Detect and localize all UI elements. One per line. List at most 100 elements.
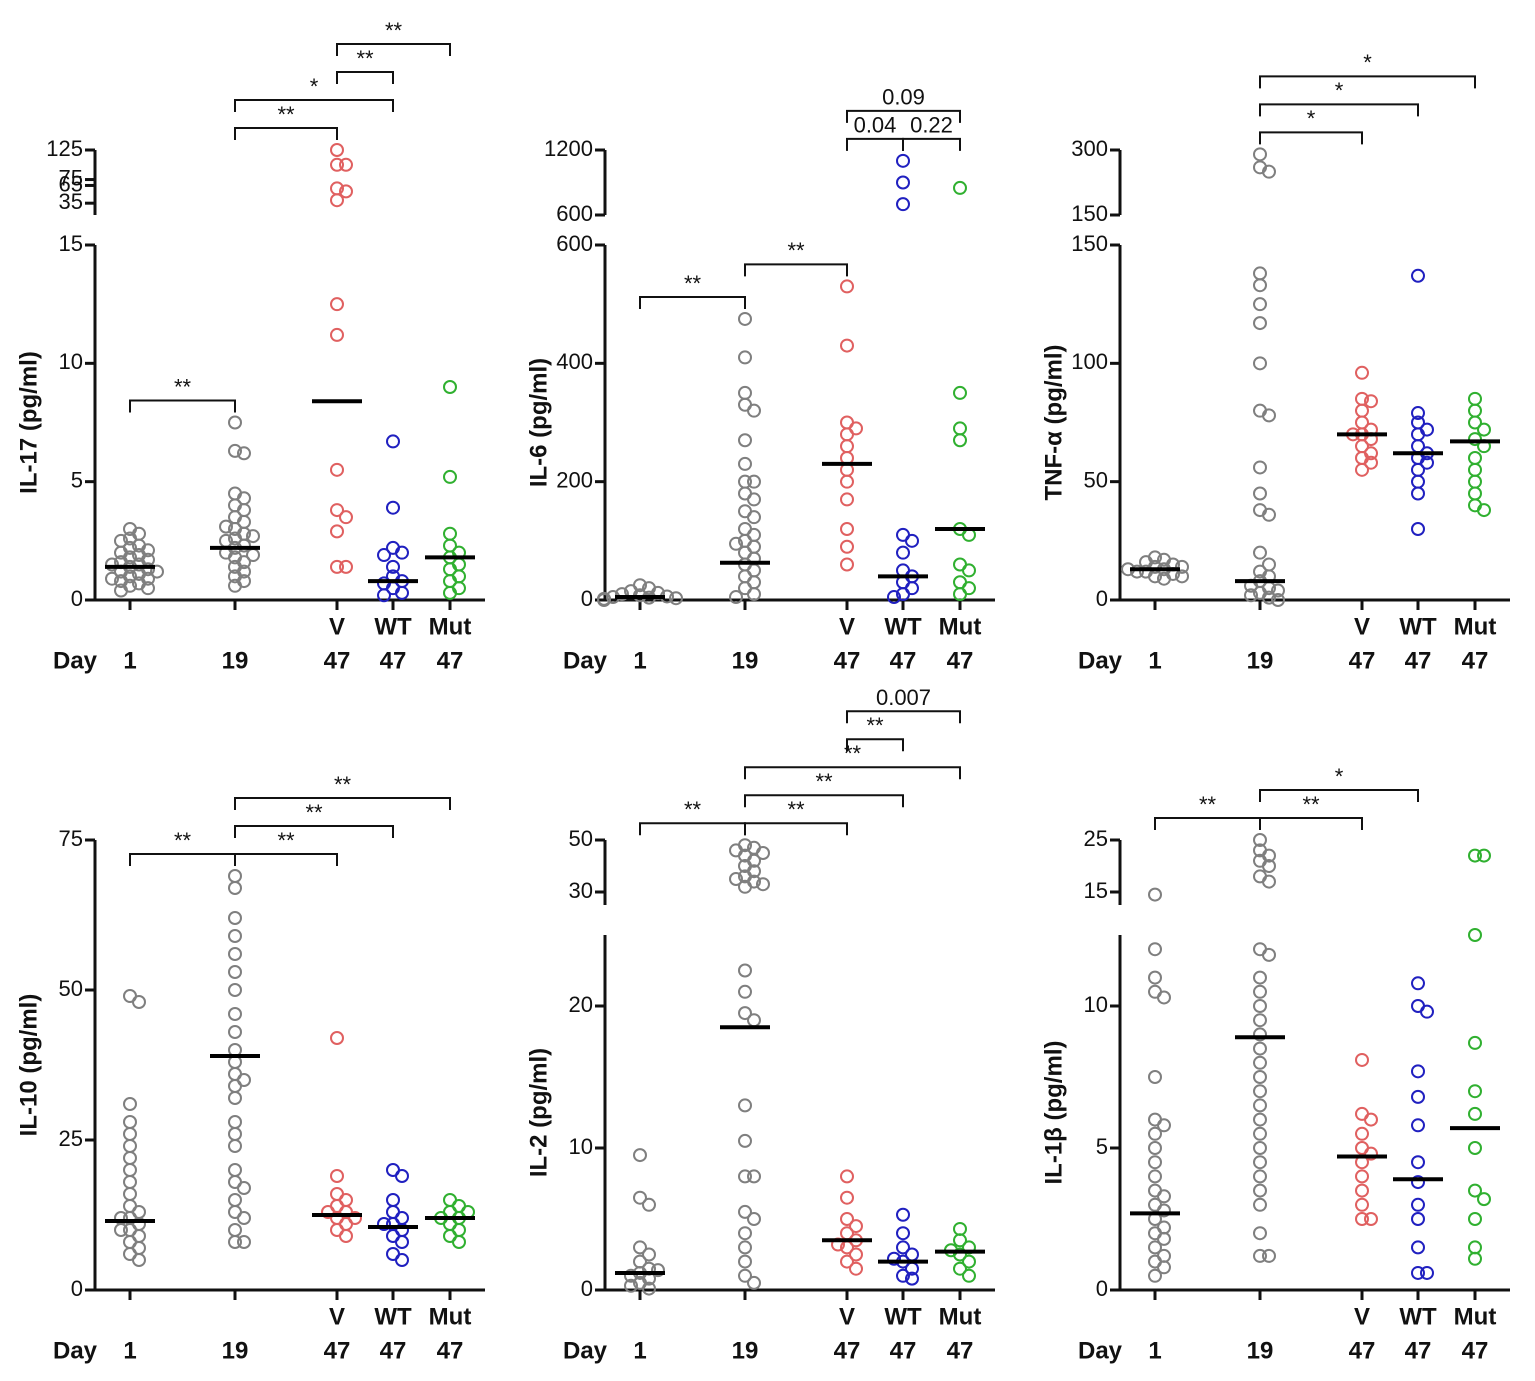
x-tick-label: 1 xyxy=(123,1337,136,1364)
data-point xyxy=(1411,486,1425,501)
group-label: WT xyxy=(374,1303,412,1330)
data-point xyxy=(1364,455,1378,470)
significance-label: ** xyxy=(815,769,833,794)
data-point xyxy=(228,869,242,883)
data-point xyxy=(1477,1192,1491,1207)
data-point xyxy=(905,533,919,548)
data-point xyxy=(962,1268,976,1283)
x-tick-label: 47 xyxy=(947,647,974,674)
data-point xyxy=(132,1253,146,1267)
x-axis-label: Day xyxy=(53,1337,98,1364)
data-point xyxy=(1253,1141,1267,1155)
data-point xyxy=(1411,1089,1425,1104)
data-point xyxy=(1253,297,1267,312)
data-point xyxy=(228,1007,242,1021)
significance-bracket xyxy=(1259,789,1419,802)
data-point xyxy=(228,1235,242,1249)
group-label: WT xyxy=(374,613,412,640)
significance-bracket xyxy=(234,853,338,866)
group-label: WT xyxy=(1399,1303,1437,1330)
x-tick-label: 19 xyxy=(1247,1337,1274,1364)
data-point xyxy=(1364,1212,1378,1226)
data-point xyxy=(395,585,409,600)
data-point xyxy=(1468,1183,1482,1198)
data-point xyxy=(228,1193,242,1207)
significance-label: ** xyxy=(356,46,374,71)
y-tick-label: 100 xyxy=(1071,349,1108,374)
data-point xyxy=(330,297,344,312)
data-point xyxy=(1411,1064,1425,1079)
data-point xyxy=(377,1217,391,1231)
data-point xyxy=(443,380,457,394)
significance-bracket xyxy=(846,137,904,151)
y-tick-label: 1200 xyxy=(544,136,593,161)
significance-label: * xyxy=(1363,50,1372,75)
y-tick-label: 75 xyxy=(59,826,83,851)
data-point xyxy=(747,1275,761,1290)
data-point xyxy=(1468,486,1482,501)
data-point xyxy=(1253,970,1267,985)
data-point xyxy=(896,153,910,168)
data-point xyxy=(1411,1118,1425,1133)
data-point xyxy=(1355,462,1369,477)
data-point xyxy=(642,1281,656,1296)
data-point xyxy=(443,469,457,484)
significance-bracket xyxy=(129,853,236,866)
data-point xyxy=(330,193,344,208)
data-point xyxy=(1411,1265,1425,1280)
data-point xyxy=(1148,887,1162,902)
data-point xyxy=(443,585,457,600)
data-point xyxy=(896,197,910,212)
data-point xyxy=(1355,1052,1369,1067)
significance-bracket xyxy=(744,794,904,808)
significance-label: ** xyxy=(787,238,805,263)
data-point xyxy=(1253,1013,1267,1028)
data-point xyxy=(141,543,155,558)
y-tick-label: 200 xyxy=(556,467,593,492)
data-point xyxy=(330,559,344,574)
data-point xyxy=(228,1079,242,1093)
significance-bracket xyxy=(744,766,961,780)
y-axis-label: TNF-α (pg/ml) xyxy=(1040,344,1067,500)
data-point xyxy=(228,578,242,593)
y-axis-label: IL-10 (pg/ml) xyxy=(15,994,42,1137)
data-point xyxy=(840,279,854,294)
significance-bracket xyxy=(639,822,746,836)
data-point xyxy=(228,531,242,546)
data-point xyxy=(840,492,854,507)
y-tick-label: 25 xyxy=(59,1126,83,1151)
data-point xyxy=(1262,164,1276,179)
data-point xyxy=(1411,976,1425,991)
data-point xyxy=(756,846,770,860)
data-point xyxy=(738,1098,752,1113)
data-point xyxy=(896,587,910,602)
data-point xyxy=(896,545,910,560)
data-point xyxy=(597,593,611,607)
data-point xyxy=(1253,1027,1267,1042)
data-point xyxy=(228,1223,242,1237)
data-point xyxy=(962,563,976,578)
significance-bracket xyxy=(1259,131,1363,145)
data-point xyxy=(228,929,242,943)
x-tick-label: 19 xyxy=(732,647,759,674)
group-label: WT xyxy=(884,1303,922,1330)
data-point xyxy=(339,184,353,199)
data-point xyxy=(1253,999,1267,1013)
data-point xyxy=(339,157,353,172)
y-tick-label: 300 xyxy=(1071,136,1108,161)
data-point xyxy=(1175,569,1189,584)
x-axis-label: Day xyxy=(563,647,608,674)
data-point xyxy=(747,403,761,418)
significance-bracket xyxy=(1259,817,1363,830)
data-point xyxy=(1253,1226,1267,1241)
panel: 0 10 20 30 50 IL-2 (pg/ml) Day 1 19 47 V 47 WT 47 Mut *… xyxy=(525,685,995,1364)
data-point xyxy=(896,1268,910,1283)
data-point xyxy=(747,510,761,525)
data-point xyxy=(840,1254,854,1269)
data-point xyxy=(1271,583,1285,598)
data-point xyxy=(633,1148,647,1163)
significance-label: ** xyxy=(787,797,805,822)
y-tick-label: 150 xyxy=(1071,201,1108,226)
data-point xyxy=(246,548,260,563)
data-point xyxy=(1253,1055,1267,1070)
